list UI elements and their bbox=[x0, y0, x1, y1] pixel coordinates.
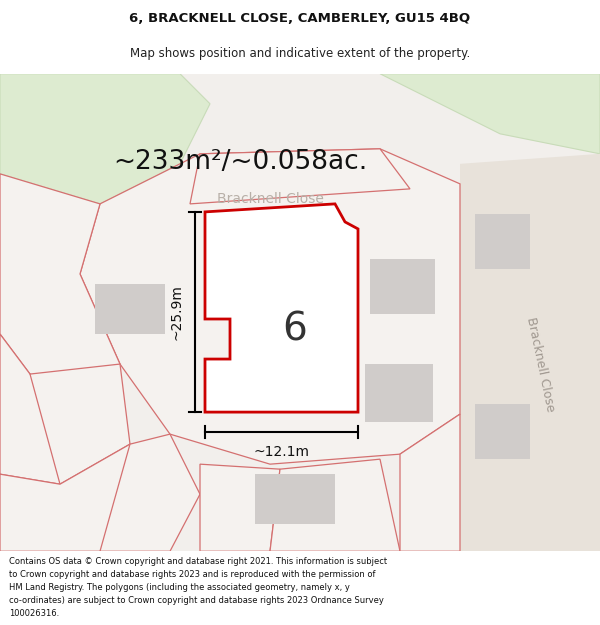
Text: 6, BRACKNELL CLOSE, CAMBERLEY, GU15 4BQ: 6, BRACKNELL CLOSE, CAMBERLEY, GU15 4BQ bbox=[130, 12, 470, 25]
Polygon shape bbox=[30, 364, 130, 484]
Polygon shape bbox=[0, 174, 120, 404]
Bar bbox=[475, 404, 530, 459]
Polygon shape bbox=[270, 459, 400, 551]
Bar bbox=[255, 474, 335, 524]
Text: Map shows position and indicative extent of the property.: Map shows position and indicative extent… bbox=[130, 47, 470, 59]
Text: ~233m²/~0.058ac.: ~233m²/~0.058ac. bbox=[113, 149, 367, 175]
Text: ~12.1m: ~12.1m bbox=[254, 445, 310, 459]
Text: Contains OS data © Crown copyright and database right 2021. This information is : Contains OS data © Crown copyright and d… bbox=[9, 557, 387, 566]
Text: HM Land Registry. The polygons (including the associated geometry, namely x, y: HM Land Registry. The polygons (includin… bbox=[9, 583, 350, 592]
Polygon shape bbox=[400, 414, 460, 551]
Polygon shape bbox=[205, 204, 358, 412]
Text: Bracknell Close: Bracknell Close bbox=[524, 316, 556, 412]
Text: 6: 6 bbox=[283, 310, 307, 348]
Text: Bracknell Close: Bracknell Close bbox=[217, 192, 323, 206]
Polygon shape bbox=[460, 154, 600, 551]
Bar bbox=[475, 214, 530, 269]
Polygon shape bbox=[200, 464, 280, 551]
Text: ~25.9m: ~25.9m bbox=[170, 284, 184, 340]
Bar bbox=[95, 284, 165, 334]
Text: co-ordinates) are subject to Crown copyright and database rights 2023 Ordnance S: co-ordinates) are subject to Crown copyr… bbox=[9, 596, 384, 605]
Bar bbox=[365, 364, 433, 422]
Polygon shape bbox=[0, 334, 80, 484]
Polygon shape bbox=[0, 74, 210, 204]
Polygon shape bbox=[100, 434, 200, 551]
Text: to Crown copyright and database rights 2023 and is reproduced with the permissio: to Crown copyright and database rights 2… bbox=[9, 570, 376, 579]
Polygon shape bbox=[80, 149, 460, 464]
Text: 100026316.: 100026316. bbox=[9, 609, 59, 618]
Polygon shape bbox=[190, 149, 410, 204]
Polygon shape bbox=[380, 74, 600, 154]
Bar bbox=[370, 259, 435, 314]
Polygon shape bbox=[0, 444, 170, 551]
